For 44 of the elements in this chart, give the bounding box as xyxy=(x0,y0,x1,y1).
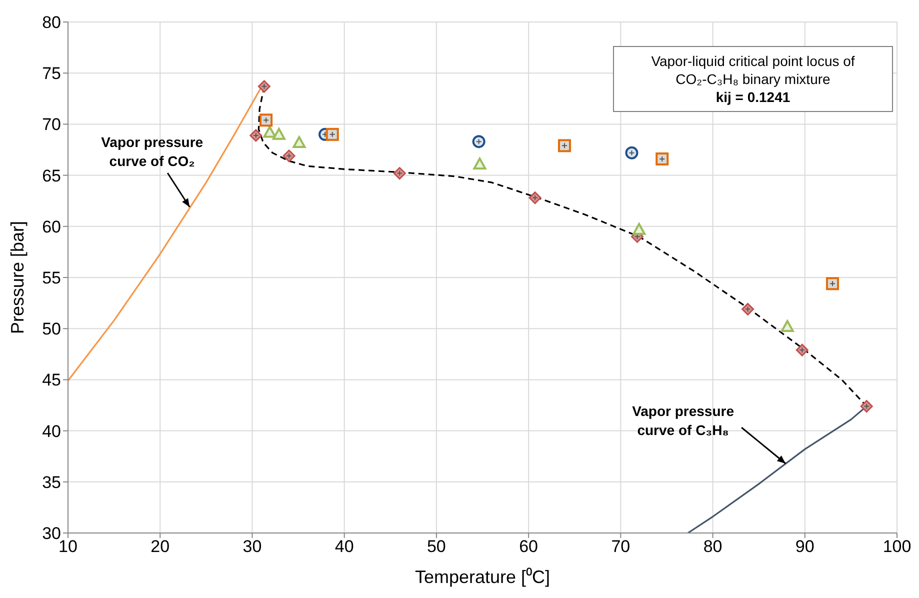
x-axis-title: Temperature [⁰C] xyxy=(414,567,550,587)
point xyxy=(250,129,262,142)
annotation: Vapor pressure curve of C₃H₈ xyxy=(631,402,735,440)
x-tick-label: 70 xyxy=(611,537,630,556)
x-tick-label: 100 xyxy=(882,537,912,556)
y-tick-label: 70 xyxy=(42,115,61,134)
y-tick-label: 45 xyxy=(42,370,61,390)
annotation: Vapor pressure curve of CO₂ xyxy=(100,132,204,171)
y-axis-title: Pressure [bar] xyxy=(7,220,28,334)
x-tick-label: 30 xyxy=(242,537,262,556)
y-tick-label: 30 xyxy=(42,524,61,544)
note-box: Vapor-liquid critical point locus of CO₂-C₃H₈ binary mixture kij = 0.1241 xyxy=(613,46,893,112)
point xyxy=(780,320,794,332)
x-tick-label: 90 xyxy=(795,537,814,556)
point xyxy=(272,128,286,140)
y-tick-label: 60 xyxy=(42,217,61,236)
x-tick-label: 60 xyxy=(519,537,538,556)
y-tick-label: 80 xyxy=(42,13,61,32)
point xyxy=(656,152,669,166)
point xyxy=(826,277,840,290)
annotation: kij = 0.1241 xyxy=(714,88,792,106)
point xyxy=(292,136,306,148)
y-tick-label: 40 xyxy=(42,422,61,441)
y-tick-label: 55 xyxy=(42,268,61,288)
y-tick-label: 65 xyxy=(42,166,61,186)
x-tick-label: 20 xyxy=(150,537,170,556)
y-tick-label: 35 xyxy=(42,472,61,492)
point xyxy=(632,222,646,235)
y-tick-label: 75 xyxy=(42,64,61,84)
annotation: CO₂-C₃H₈ binary mixture xyxy=(674,70,832,88)
x-tick-label: 50 xyxy=(426,537,446,556)
point xyxy=(472,135,486,148)
x-tick-label: 80 xyxy=(703,537,722,556)
point xyxy=(282,150,296,162)
y-tick-label: 50 xyxy=(42,320,61,339)
point xyxy=(263,126,276,138)
x-tick-label: 10 xyxy=(58,537,78,556)
point xyxy=(260,114,273,127)
point xyxy=(558,139,571,152)
annotation: Vapor-liquid critical point locus of xyxy=(650,52,856,70)
point xyxy=(625,146,638,160)
point xyxy=(473,158,486,170)
x-tick-label: 40 xyxy=(334,537,354,556)
point xyxy=(326,128,339,141)
